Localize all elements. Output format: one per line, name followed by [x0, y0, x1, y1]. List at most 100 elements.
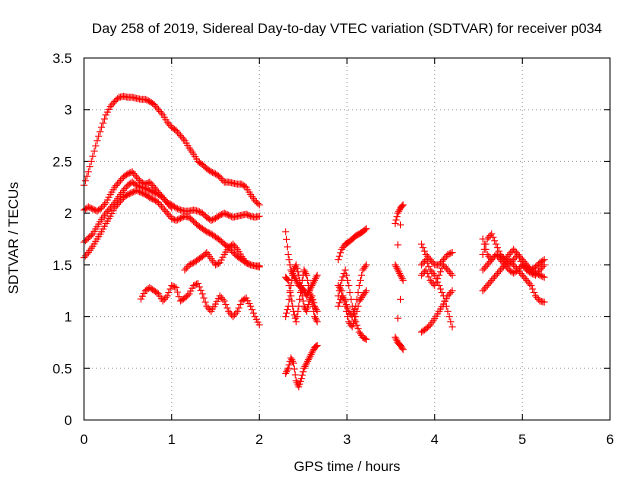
- data-point: [531, 269, 539, 277]
- data-point: [122, 192, 130, 200]
- series-segment-4-a: [418, 240, 456, 269]
- series-arc-low: [80, 186, 263, 271]
- data-point: [89, 205, 97, 213]
- data-point: [353, 321, 361, 329]
- data-point: [395, 207, 403, 215]
- data-point: [521, 262, 529, 270]
- data-point: [156, 201, 164, 209]
- data-point: [96, 128, 104, 136]
- y-tick-label: 2: [64, 205, 72, 221]
- data-point: [527, 282, 535, 290]
- data-point: [150, 101, 158, 109]
- data-point: [399, 346, 407, 354]
- data-point: [480, 285, 488, 293]
- data-point: [236, 301, 244, 309]
- series-segment-4-d: [418, 256, 456, 331]
- y-tick-label: 2.5: [53, 153, 73, 169]
- data-point: [492, 271, 500, 279]
- data-point: [241, 182, 249, 190]
- data-point: [354, 288, 362, 296]
- data-point: [84, 168, 92, 176]
- data-point: [163, 209, 171, 217]
- data-point: [303, 359, 311, 367]
- data-point: [134, 182, 142, 190]
- data-point: [146, 178, 154, 186]
- data-point: [489, 254, 497, 262]
- data-point: [341, 266, 349, 274]
- data-point: [335, 299, 343, 307]
- data-point: [511, 247, 519, 255]
- data-point: [447, 318, 455, 326]
- data-point: [495, 254, 503, 262]
- data-point: [174, 288, 182, 296]
- data-point: [168, 282, 176, 290]
- data-point: [346, 288, 354, 296]
- data-point: [355, 282, 363, 290]
- data-point: [420, 257, 428, 265]
- data-point: [399, 276, 407, 284]
- data-point: [241, 295, 249, 303]
- data-point: [201, 298, 209, 306]
- y-tick-label: 3.5: [53, 50, 73, 66]
- series-segment-2-low: [282, 342, 321, 391]
- data-point: [206, 306, 214, 314]
- data-point: [423, 269, 431, 277]
- data-point: [313, 271, 321, 279]
- data-point: [146, 186, 154, 194]
- data-point: [288, 297, 296, 305]
- data-point: [147, 187, 155, 195]
- data-point: [362, 335, 370, 343]
- data-point: [448, 287, 456, 295]
- data-point: [309, 302, 317, 310]
- x-tick-label: 2: [255, 431, 263, 447]
- data-point: [283, 309, 291, 317]
- data-point: [133, 173, 141, 181]
- data-point: [309, 280, 317, 288]
- data-point: [302, 361, 310, 369]
- series-arc-top: [80, 92, 263, 209]
- data-point: [286, 261, 294, 269]
- data-point: [447, 249, 455, 257]
- data-point: [222, 301, 230, 309]
- data-point: [335, 287, 343, 295]
- data-point: [344, 313, 352, 321]
- data-point: [245, 260, 253, 268]
- data-point: [418, 261, 426, 269]
- data-point: [486, 257, 494, 265]
- data-point: [144, 179, 152, 187]
- data-point: [398, 344, 406, 352]
- data-point: [209, 216, 217, 224]
- data-point: [493, 269, 501, 277]
- data-point: [285, 282, 293, 290]
- data-point: [441, 297, 449, 305]
- data-point: [168, 214, 176, 222]
- data-point: [311, 343, 319, 351]
- data-point: [304, 276, 312, 284]
- data-point: [174, 205, 182, 213]
- data-point: [115, 178, 123, 186]
- data-point: [304, 304, 312, 312]
- data-point: [536, 271, 544, 279]
- data-point: [491, 273, 499, 281]
- data-point: [223, 211, 231, 219]
- data-point: [200, 294, 208, 302]
- data-point: [140, 190, 148, 198]
- data-point: [507, 249, 515, 257]
- y-tick-label: 1: [64, 309, 72, 325]
- data-point: [419, 244, 427, 252]
- series-segment-4-c: [418, 287, 456, 336]
- data-point: [301, 268, 309, 276]
- data-point: [339, 273, 347, 281]
- data-point: [337, 249, 345, 257]
- data-point: [349, 307, 357, 315]
- data-point: [540, 273, 548, 281]
- data-point: [517, 254, 525, 262]
- data-point: [358, 271, 366, 279]
- data-point: [533, 294, 541, 302]
- data-point: [162, 207, 170, 215]
- data-point: [124, 170, 132, 178]
- data-point: [283, 275, 291, 283]
- data-point: [539, 257, 547, 265]
- data-point: [502, 263, 510, 271]
